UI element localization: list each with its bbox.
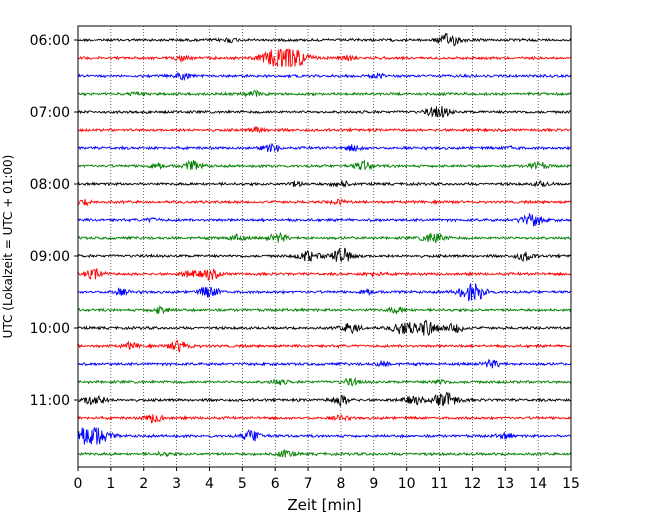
x-tick-label: 10 (398, 476, 416, 492)
y-axis-ticks: 06:00 07:00 08:00 09:00 10:00 11:00 (30, 33, 78, 409)
trace-line-0615 (77, 48, 571, 68)
trace-line-0745 (77, 159, 572, 171)
x-tick-label: 9 (369, 476, 378, 492)
y-tick-label: 07:00 (30, 105, 70, 121)
x-axis-ticks: 0 1 2 3 4 5 6 7 8 9 10 11 12 13 14 15 (74, 467, 580, 492)
trace-line-1045 (77, 376, 572, 387)
x-tick-label: 12 (463, 476, 481, 492)
trace-line-1130 (77, 427, 572, 445)
trace-line-1100 (77, 391, 572, 408)
trace-line-0900 (77, 247, 572, 263)
x-tick-label: 8 (336, 476, 345, 492)
trace-line-1015 (77, 339, 571, 354)
y-tick-label: 06:00 (30, 33, 70, 49)
x-tick-label: 7 (304, 476, 313, 492)
x-tick-label: 14 (529, 476, 547, 492)
trace-lines (77, 32, 572, 458)
x-axis-label: Zeit [min] (287, 496, 361, 514)
y-axis-label: UTC (Lokalzeit = UTC + 01:00) (1, 155, 15, 339)
x-tick-label: 0 (74, 476, 83, 492)
x-tick-label: 3 (172, 476, 181, 492)
trace-line-0845 (77, 231, 571, 244)
trace-line-0815 (77, 198, 572, 207)
trace-line-0645 (77, 89, 572, 98)
y-tick-label: 08:00 (30, 177, 70, 193)
x-tick-label: 6 (271, 476, 280, 492)
x-tick-label: 15 (562, 476, 580, 492)
trace-line-0600 (77, 32, 572, 47)
x-tick-label: 2 (139, 476, 148, 492)
trace-line-1145 (77, 449, 572, 458)
trace-line-0800 (77, 179, 572, 189)
trace-line-0630 (77, 71, 572, 82)
plot-frame (77, 25, 572, 468)
trace-line-0945 (77, 304, 572, 315)
trace-line-0730 (77, 143, 572, 153)
x-tick-label: 1 (106, 476, 115, 492)
trace-line-0915 (77, 267, 572, 281)
x-tick-label: 13 (496, 476, 514, 492)
x-tick-label: 5 (238, 476, 247, 492)
y-tick-label: 10:00 (30, 321, 70, 337)
trace-line-0830 (77, 213, 572, 227)
x-tick-label: 11 (431, 476, 449, 492)
y-tick-label: 11:00 (30, 393, 70, 409)
trace-line-0700 (77, 106, 572, 118)
x-tick-label: 4 (205, 476, 214, 492)
trace-line-1000 (77, 319, 572, 336)
trace-line-1030 (77, 358, 572, 369)
trace-line-1115 (77, 413, 571, 424)
y-tick-label: 09:00 (30, 249, 70, 265)
trace-line-0930 (77, 283, 572, 302)
trace-line-0715 (77, 125, 571, 134)
grid-lines (110, 26, 539, 467)
